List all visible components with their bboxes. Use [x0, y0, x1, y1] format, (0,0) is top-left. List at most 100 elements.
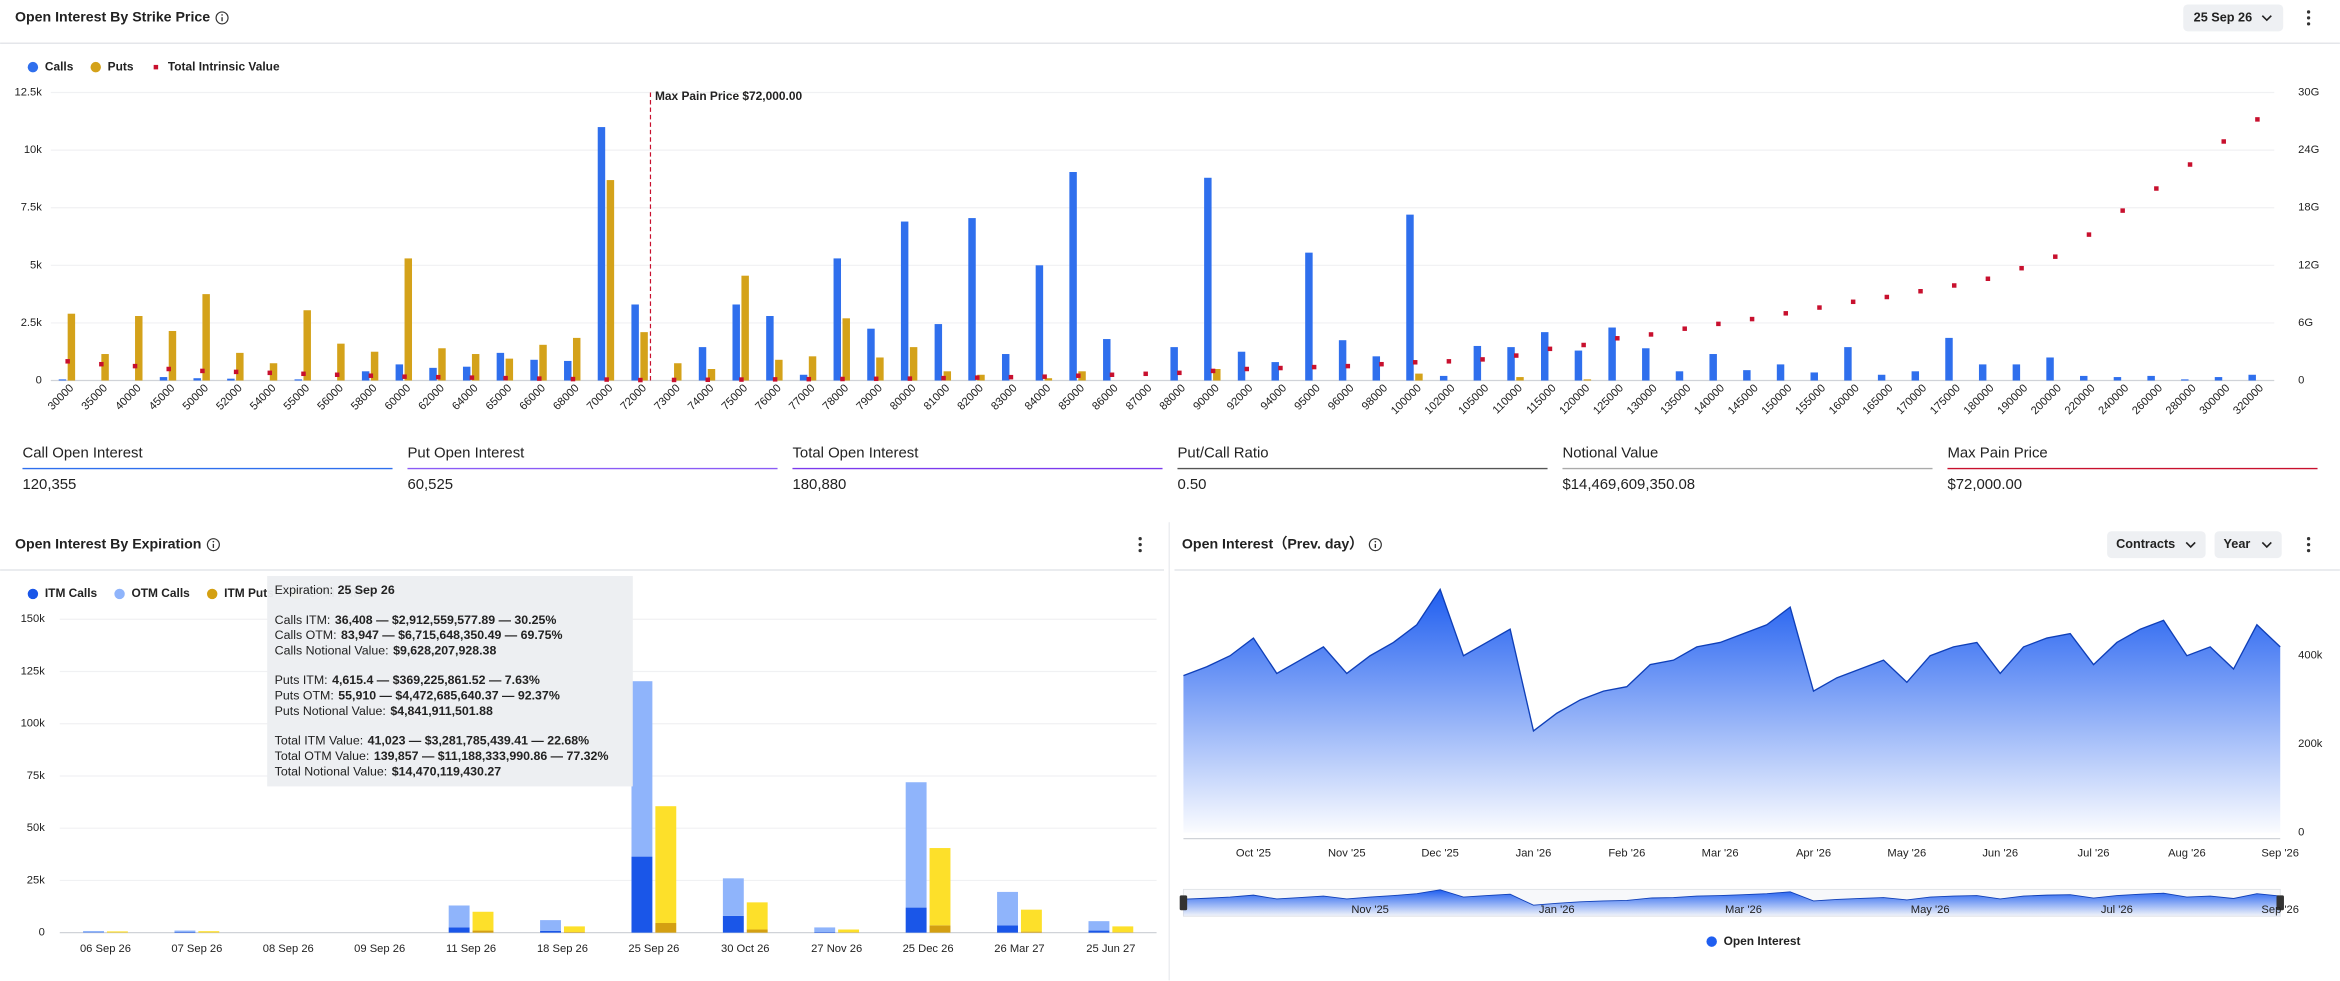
bar: [698, 347, 707, 381]
stat-label: Put/Call Ratio: [1177, 445, 1268, 462]
bar-segment: [746, 929, 768, 933]
x-tick-label: Apr '26: [1796, 848, 1831, 860]
date-selector-label[interactable]: 25 Sep 26: [2194, 10, 2252, 24]
bar: [2214, 377, 2223, 381]
menu-dot[interactable]: [1138, 543, 1142, 547]
x-tick-label: 25 Dec 26: [903, 943, 954, 955]
tooltip-value: 4,615.4 — $369,225,861.52 — 7.63%: [332, 673, 540, 687]
bar: [640, 332, 648, 381]
menu-dot[interactable]: [1138, 548, 1142, 553]
tooltip-line: Puts Notional Value: $4,841,911,501.88: [275, 704, 493, 718]
bar-segment: [83, 930, 104, 933]
intrinsic-value-dot: [537, 376, 542, 381]
bar: [2080, 375, 2088, 381]
bar: [1415, 373, 1423, 381]
legend-label: ITM Puts: [224, 586, 274, 600]
intrinsic-value-dot: [2053, 254, 2058, 259]
intrinsic-value-dot: [301, 371, 306, 377]
date-selector[interactable]: [2183, 4, 2284, 32]
bar: [766, 316, 774, 381]
tooltip: Expiration: 25 Sep 26 Calls ITM: 36,408 — $…: [267, 576, 633, 787]
info-icon[interactable]: [1368, 538, 1382, 552]
legend-marker: [27, 588, 39, 600]
legend-marker: [153, 64, 159, 70]
bar: [1675, 371, 1684, 381]
y-tick-label: 50k: [27, 822, 45, 834]
intrinsic-value-dot: [840, 376, 845, 382]
bar: [1372, 356, 1381, 381]
legend-marker: [114, 588, 125, 600]
y-tick-label: 400k: [2298, 650, 2323, 662]
bar: [1473, 345, 1482, 381]
intrinsic-value-dot: [368, 373, 374, 378]
info-icon[interactable]: [206, 538, 220, 552]
tooltip-line: Expiration: 25 Sep 26: [275, 583, 395, 597]
x-tick-label: Jun '26: [1982, 848, 2018, 860]
dropdown-button[interactable]: [2214, 531, 2282, 559]
tooltip-line: Calls OTM: 83,947 — $6,715,648,350.49 — 6…: [275, 628, 563, 642]
bar: [505, 358, 514, 381]
dropdown-button[interactable]: [2107, 531, 2206, 559]
intrinsic-value-dot: [1951, 283, 1957, 288]
tooltip-value: 55,910 — $4,472,685,640.37 — 92.37%: [338, 689, 560, 703]
navigator-handle[interactable]: [2276, 895, 2284, 911]
y-tick-label: 7.5k: [21, 202, 43, 214]
bar: [303, 310, 311, 381]
intrinsic-value-dot: [1042, 374, 1047, 379]
bar: [370, 351, 379, 381]
menu-dot[interactable]: [2306, 543, 2311, 547]
bar: [1305, 252, 1313, 381]
bar: [1338, 340, 1347, 381]
dropdown-label[interactable]: Year: [2224, 537, 2251, 551]
bar-segment: [722, 878, 744, 916]
bar: [294, 379, 302, 381]
menu-dot[interactable]: [2306, 537, 2311, 541]
bar-segment: [655, 806, 677, 924]
intrinsic-value-dot: [1480, 357, 1485, 362]
x-tick-label: Dec '25: [1421, 848, 1459, 860]
bar-segment: [814, 927, 836, 933]
navigator-handle[interactable]: [1179, 895, 1188, 911]
stat-value: 120,355: [22, 476, 76, 493]
intrinsic-value-dot: [941, 375, 946, 381]
bar-segment: [1112, 926, 1134, 933]
bar-segment: [448, 927, 470, 933]
area-fill: [1183, 589, 2281, 833]
info-icon-dot: [212, 540, 215, 543]
bar: [67, 313, 76, 381]
info-icon[interactable]: [215, 11, 229, 25]
intrinsic-value-dot: [2120, 208, 2125, 213]
y-tick-label: 150k: [21, 613, 46, 625]
menu-dot[interactable]: [1138, 537, 1142, 541]
y-tick-label: 12.5k: [14, 86, 42, 98]
bar: [1608, 327, 1616, 381]
tooltip-value: 139,857 — $11,188,333,990.86 — 77.32%: [374, 749, 609, 763]
menu-dot[interactable]: [2306, 16, 2311, 20]
x-tick-label: 18 Sep 26: [537, 943, 588, 955]
x-tick-label: May '26: [1887, 848, 1926, 860]
bar: [1069, 172, 1077, 381]
x-tick-label: Aug '26: [2168, 848, 2206, 860]
bar-segment: [929, 848, 951, 926]
menu-dot[interactable]: [2306, 548, 2311, 553]
intrinsic-value-dot: [2019, 265, 2024, 271]
x-tick-label: 25 Sep 26: [628, 943, 679, 955]
bar-segment: [1088, 930, 1110, 933]
y2-tick-label: 6G: [2298, 317, 2313, 329]
menu-dot[interactable]: [2306, 10, 2311, 14]
navigator-label: Sep '26: [2261, 904, 2299, 916]
menu-dot[interactable]: [2306, 22, 2311, 26]
intrinsic-value-dot: [200, 368, 205, 374]
bar-segment: [1020, 909, 1042, 932]
x-tick-label: 11 Sep 26: [446, 943, 496, 955]
bar: [58, 379, 67, 381]
tooltip-label: Calls OTM:: [275, 628, 337, 642]
tooltip-value: 83,947 — $6,715,648,350.49 — 69.75%: [341, 628, 563, 642]
navigator-line: [1183, 889, 2281, 906]
bar: [909, 347, 918, 381]
bar: [429, 367, 437, 381]
tooltip-value: $9,628,207,928.38: [393, 644, 496, 658]
intrinsic-value-dot: [1008, 374, 1014, 380]
dropdown-label[interactable]: Contracts: [2116, 537, 2175, 551]
